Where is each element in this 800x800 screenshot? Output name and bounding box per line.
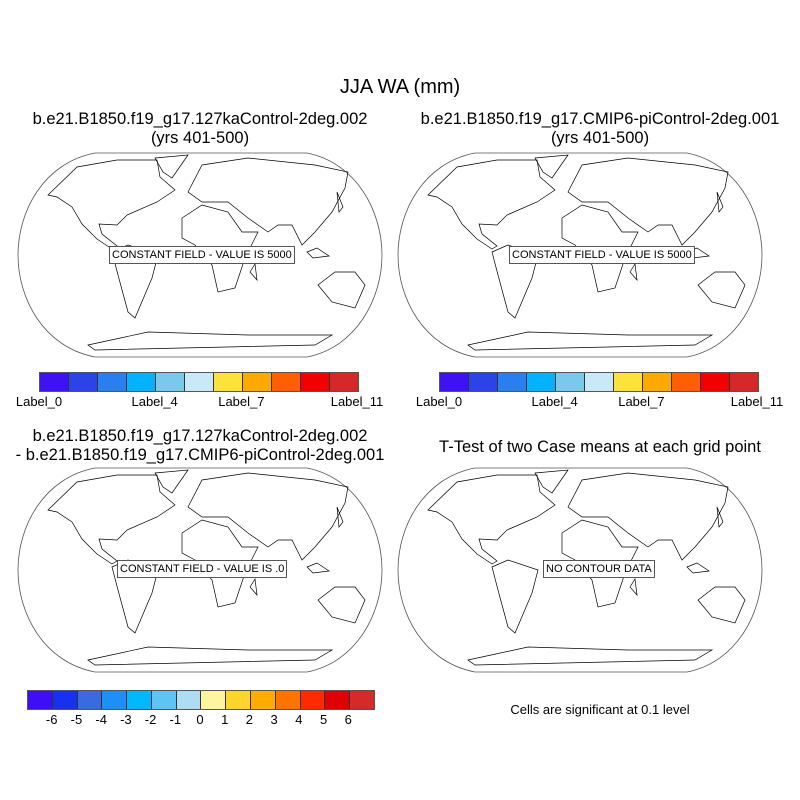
diff-colorbar-tick-label: -2 — [144, 712, 157, 727]
diff-colorbar-box-13 — [350, 691, 374, 709]
case-colorbar-2-box-2 — [498, 373, 527, 391]
diff-colorbar-tick-label: 0 — [196, 712, 204, 727]
diff-colorbar-tick-label: -4 — [95, 712, 107, 727]
case-colorbar-2-box-5 — [585, 373, 614, 391]
case-colorbar-2-tick-label: Label_0 — [415, 394, 463, 409]
case-colorbar-1 — [39, 372, 359, 392]
case-colorbar-2-tick-label: Label_11 — [730, 394, 784, 409]
diff-colorbar-box-2 — [77, 691, 103, 709]
panel-2-title: b.e21.B1850.f19_g17.CMIP6-piControl-2deg… — [400, 110, 800, 148]
case-colorbar-1-box-9 — [301, 373, 330, 391]
case-colorbar-1-box-10 — [330, 373, 358, 391]
case-colorbar-1-box-4 — [156, 373, 185, 391]
case-colorbar-2-box-9 — [701, 373, 730, 391]
case-colorbar-2-tick-label: Label_7 — [618, 394, 665, 409]
panel-1-title-line1: b.e21.B1850.f19_g17.127kaControl-2deg.00… — [32, 110, 368, 128]
panel-3-field-label: CONSTANT FIELD - VALUE IS .0 — [117, 560, 288, 578]
case-colorbar-1-tick-label: Label_7 — [218, 394, 265, 409]
case-colorbar-2-box-3 — [527, 373, 556, 391]
panel-1-title: b.e21.B1850.f19_g17.127kaControl-2deg.00… — [0, 110, 400, 148]
case-colorbar-1-box-3 — [127, 373, 156, 391]
panel-2-title-line1: b.e21.B1850.f19_g17.CMIP6-piControl-2deg… — [420, 110, 780, 128]
diff-colorbar-box-3 — [102, 691, 128, 709]
case-colorbar-1-box-6 — [214, 373, 243, 391]
diff-colorbar-tick-label: -6 — [45, 712, 58, 727]
case-colorbar-2-box-0 — [440, 373, 469, 391]
panel-4-field-label: NO CONTOUR DATA — [543, 560, 655, 578]
diff-colorbar-tick-label: 2 — [245, 712, 254, 727]
diff-colorbar-tick-label: -5 — [70, 712, 83, 727]
figure-title: JJA WA (mm) — [339, 76, 461, 98]
diff-colorbar-tick-label: -3 — [120, 712, 132, 727]
diff-colorbar-box-8 — [226, 691, 252, 709]
case-colorbar-2-box-4 — [556, 373, 585, 391]
case-colorbar-2-box-7 — [643, 373, 672, 391]
case-colorbar-2-box-1 — [469, 373, 498, 391]
diff-colorbar-box-6 — [176, 691, 202, 709]
case-colorbar-2-box-10 — [730, 373, 758, 391]
diff-colorbar-tick-label: 6 — [344, 712, 352, 727]
diff-colorbar-tick-label: 1 — [221, 712, 229, 727]
diff-colorbar-box-11 — [300, 691, 326, 709]
case-colorbar-1-box-5 — [185, 373, 214, 391]
case-colorbar-2-box-6 — [614, 373, 643, 391]
diff-colorbar-box-1 — [52, 691, 78, 709]
diff-colorbar-tick-label: -1 — [169, 712, 182, 727]
panel-3-title-line1: b.e21.B1850.f19_g17.127kaControl-2deg.00… — [32, 427, 368, 445]
case-colorbar-2 — [439, 372, 759, 392]
diff-colorbar-box-9 — [251, 691, 276, 709]
panel-2-title-line2: (yrs 401-500) — [550, 129, 650, 147]
case-colorbar-1-box-1 — [69, 373, 98, 391]
panel-3-title: b.e21.B1850.f19_g17.127kaControl-2deg.00… — [0, 427, 400, 465]
diff-colorbar-box-12 — [325, 691, 351, 709]
panel-3-title-line2: - b.e21.B1850.f19_g17.CMIP6-piControl-2d… — [15, 446, 385, 464]
case-colorbar-1-tick-label: Label_4 — [131, 394, 178, 409]
diff-colorbar-tick-label: 3 — [270, 712, 278, 727]
diff-colorbar — [27, 690, 375, 710]
panel-1-field-label: CONSTANT FIELD - VALUE IS 5000 — [109, 246, 295, 264]
diff-colorbar-box-7 — [201, 691, 227, 709]
diff-colorbar-box-4 — [127, 691, 152, 709]
diff-colorbar-box-0 — [28, 691, 53, 709]
panel-4-title: T-Test of two Case means at each grid po… — [439, 438, 761, 456]
case-colorbar-1-tick-label: Label_0 — [15, 394, 63, 409]
case-colorbar-2-tick-label: Label_4 — [531, 394, 578, 409]
case-colorbar-1-box-2 — [98, 373, 127, 391]
diff-colorbar-box-5 — [151, 691, 177, 709]
case-colorbar-1-box-7 — [243, 373, 272, 391]
case-colorbar-1-tick-label: Label_11 — [330, 394, 384, 409]
diff-colorbar-box-10 — [275, 691, 301, 709]
significance-note: Cells are significant at 0.1 level — [510, 702, 690, 717]
diff-colorbar-tick-label: 4 — [295, 712, 303, 727]
case-colorbar-1-box-8 — [272, 373, 301, 391]
diff-colorbar-tick-label: 5 — [319, 712, 328, 727]
panel-2-field-label: CONSTANT FIELD - VALUE IS 5000 — [509, 246, 695, 264]
panel-1-title-line2: (yrs 401-500) — [150, 129, 250, 147]
case-colorbar-1-box-0 — [40, 373, 69, 391]
case-colorbar-2-box-8 — [672, 373, 701, 391]
